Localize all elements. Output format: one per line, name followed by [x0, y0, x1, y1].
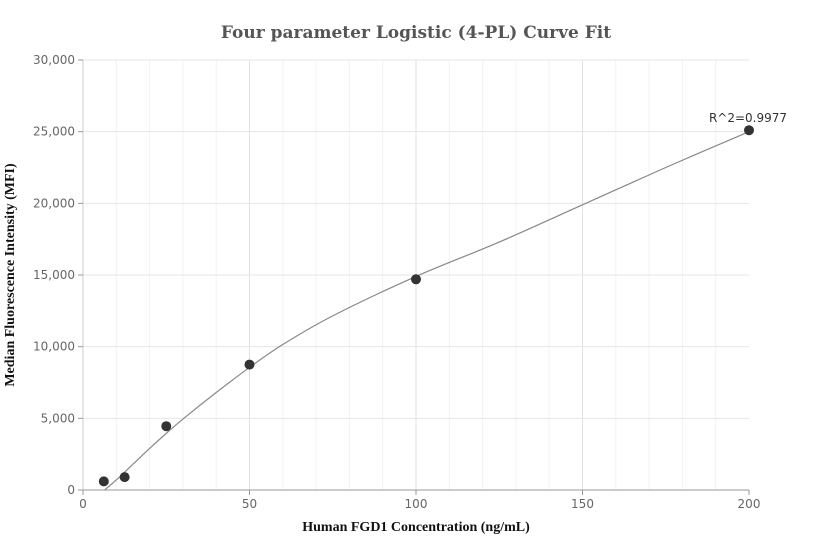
x-tick-label: 150 [571, 497, 594, 511]
y-tick-label: 10,000 [33, 340, 75, 354]
data-point [744, 125, 754, 136]
y-tick-label: 5,000 [41, 411, 75, 425]
grid-lines [83, 59, 749, 490]
data-point [119, 472, 130, 483]
data-point [161, 421, 172, 432]
x-tick-label: 200 [738, 497, 761, 511]
y-tick-label: 15,000 [33, 268, 75, 282]
x-tick-label: 0 [79, 497, 87, 511]
axes [78, 59, 750, 495]
data-point [411, 274, 421, 285]
chart-title: Four parameter Logistic (4-PL) Curve Fit [221, 23, 611, 43]
fit-curve-line [104, 131, 750, 491]
y-tick-label: 0 [67, 483, 75, 497]
data-point [98, 476, 109, 487]
data-point [244, 359, 255, 370]
y-axis-label: Median Fluorescence Intensity (MFI) [3, 163, 18, 387]
data-points [98, 125, 754, 487]
y-tick-label: 25,000 [33, 125, 75, 139]
y-tick-label: 30,000 [33, 53, 75, 67]
r-squared-annotation: R^2=0.9977 [709, 111, 787, 125]
x-tick-label: 50 [242, 497, 257, 511]
y-tick-label: 20,000 [33, 196, 75, 210]
tick-labels: 0 50 100 150 200 0 5,000 10,000 15,000 20,000 25,0… [33, 53, 760, 511]
x-tick-label: 100 [405, 497, 428, 511]
x-axis-label: Human FGD1 Concentration (ng/mL) [302, 520, 530, 535]
